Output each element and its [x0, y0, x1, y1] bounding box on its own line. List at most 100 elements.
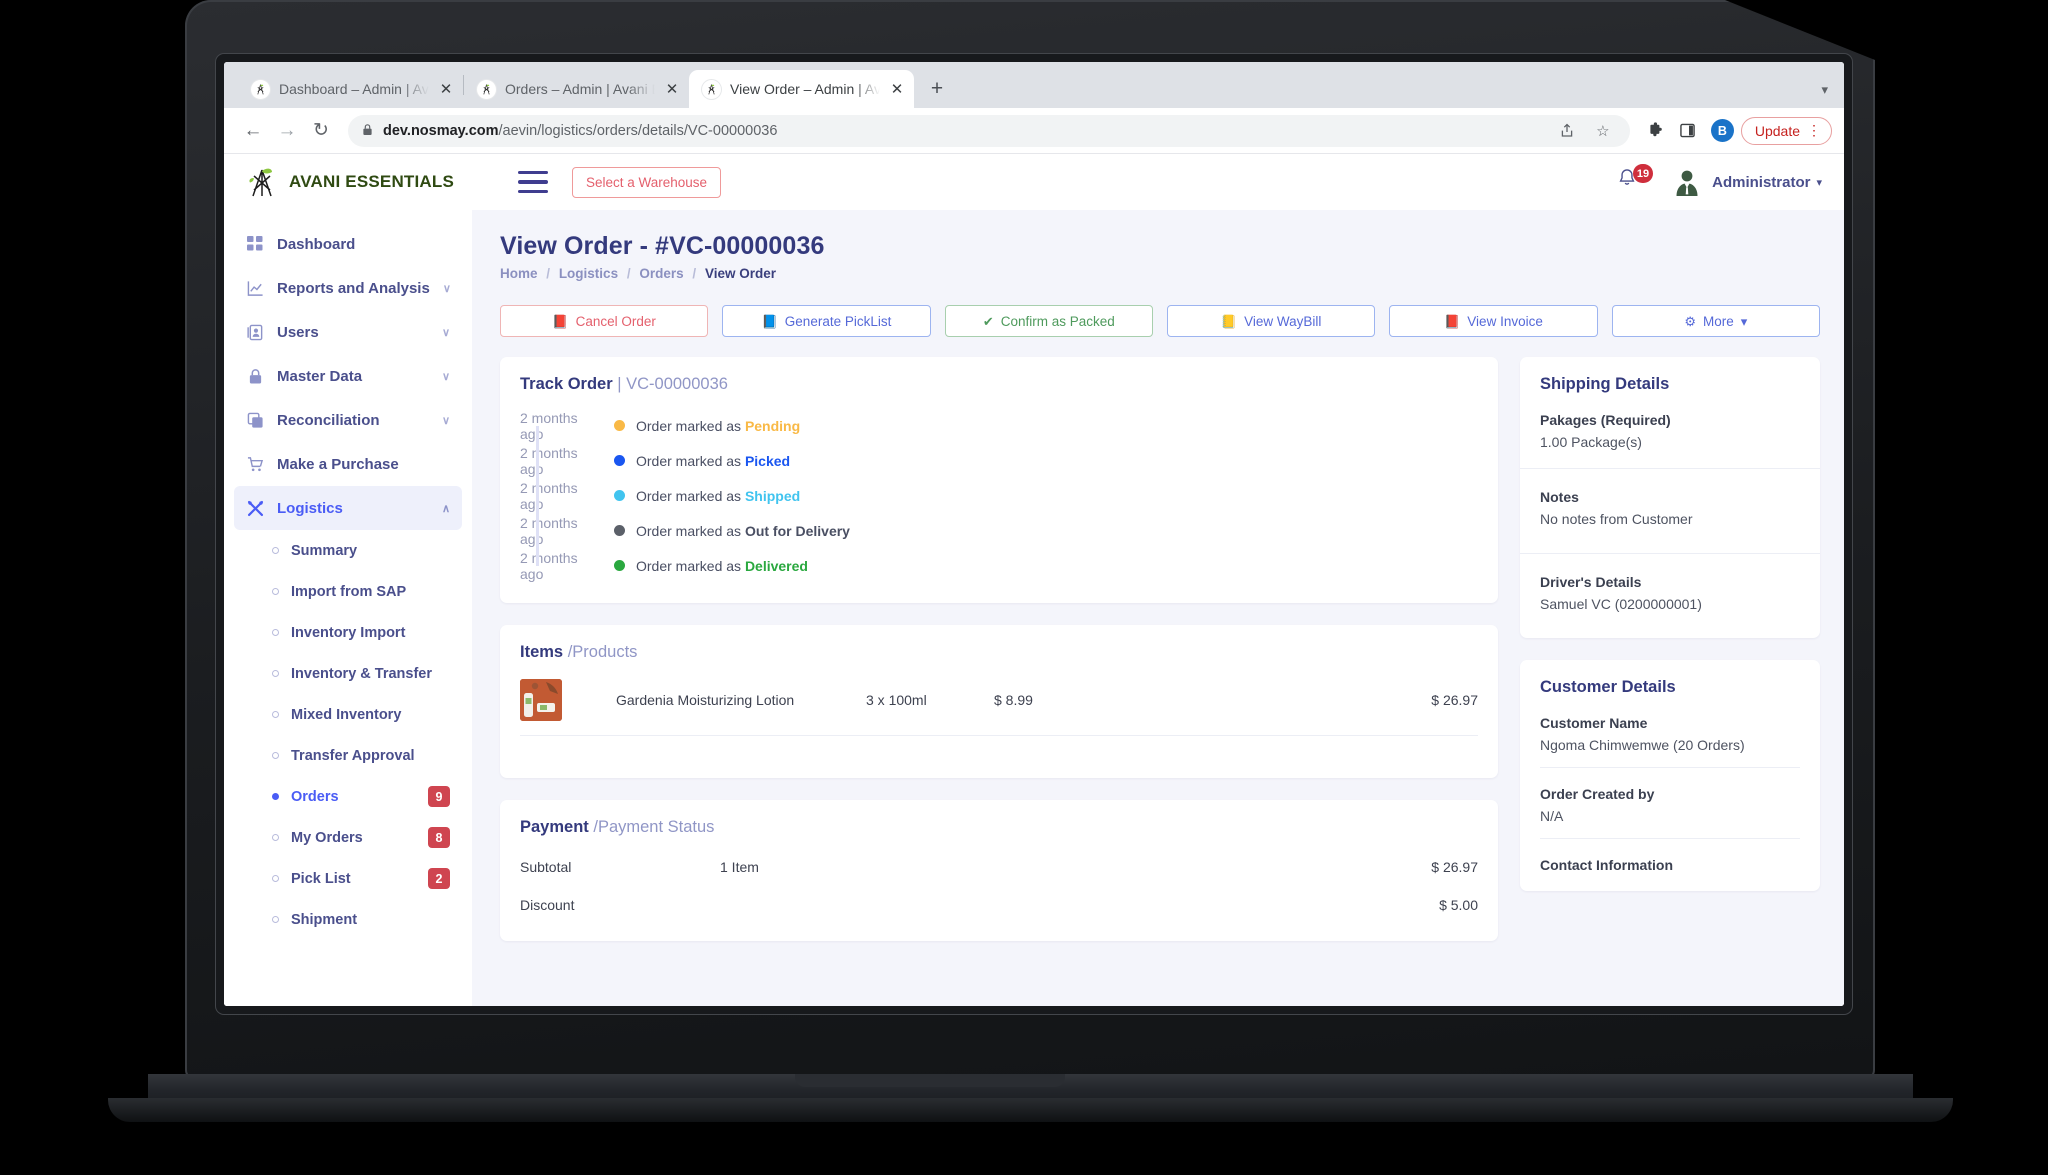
bell-icon	[1616, 169, 1638, 194]
event-prefix: Order marked as	[636, 417, 745, 434]
track-order-card: Track Order | VC-00000036 2 months ago	[500, 357, 1498, 603]
breadcrumb-separator: /	[692, 266, 697, 281]
app-header: AVANI ESSENTIALS Select a Warehouse 19	[224, 154, 1844, 210]
event-dot-cell	[602, 525, 636, 536]
sidebar-subitem-orders[interactable]: Orders 9	[224, 776, 472, 817]
tab-title: Orders – Admin | Avani Essenti	[505, 81, 655, 97]
confirm-as-packed-button[interactable]: ✔ Confirm as Packed	[944, 305, 1153, 337]
extensions-icon[interactable]	[1640, 115, 1672, 147]
sidebar-subitem-shipment[interactable]: Shipment	[224, 899, 472, 940]
breadcrumb-home[interactable]: Home	[500, 266, 538, 281]
check-icon: ✔	[982, 313, 994, 329]
forward-icon[interactable]: →	[277, 119, 297, 141]
event-time: 2 months ago	[520, 444, 578, 477]
hamburger-menu-icon[interactable]	[518, 171, 548, 193]
field-value: No notes from Customer	[1540, 511, 1693, 527]
sidebar-subitem-transfer-approval[interactable]: Transfer Approval	[224, 735, 472, 776]
status-dot-pending	[613, 420, 625, 431]
sidebar-subitem-summary[interactable]: Summary	[224, 530, 472, 571]
order-timeline: 2 months ago Order marked as Pending 2 m…	[520, 408, 1478, 583]
event-prefix: Order marked as	[636, 522, 745, 539]
bullet-icon	[272, 547, 279, 554]
close-icon[interactable]: ✕	[665, 80, 679, 98]
sidebar-subitem-label: Summary	[291, 542, 358, 559]
back-icon[interactable]: ←	[243, 119, 263, 141]
sidebar-subitem-import-from-sap[interactable]: Import from SAP	[224, 571, 472, 612]
sidebar-item-reports-and-analysis[interactable]: Reports and Analysis ∨	[234, 266, 462, 310]
sidebar-item-make-a-purchase[interactable]: Make a Purchase	[234, 442, 462, 486]
event-time: 2 months ago	[520, 479, 578, 512]
update-button[interactable]: Update ⋮	[1740, 116, 1832, 145]
address-bar[interactable]: dev.nosmay.com/aevin/logistics/orders/de…	[348, 114, 1630, 147]
sidebar-subitem-mixed-inventory[interactable]: Mixed Inventory	[224, 694, 472, 735]
cancel-order-button[interactable]: 📕 Cancel Order	[500, 305, 709, 337]
event-text: Order marked as Pending	[636, 418, 800, 434]
view-waybill-button[interactable]: 📒 View WayBill	[1166, 305, 1376, 337]
sidebar-subitem-label: Import from SAP	[291, 583, 407, 600]
field-key: Driver's Details	[1540, 574, 1642, 590]
sidebar-item-logistics[interactable]: Logistics ∧	[234, 486, 462, 530]
sidebar-item-label: Dashboard	[277, 235, 356, 253]
lock-icon	[246, 367, 264, 385]
browser-tab-view-order[interactable]: View Order – Admin | Avani Ess ✕	[689, 70, 914, 108]
lock-icon	[362, 123, 373, 139]
sidebar-subitem-pick-list[interactable]: Pick List 2	[224, 858, 472, 899]
browser-tab-dashboard[interactable]: Dashboard – Admin | Avani Ess ✕	[238, 70, 463, 108]
breadcrumb-orders[interactable]: Orders	[639, 266, 684, 281]
kebab-menu-icon[interactable]: ⋮	[1807, 122, 1821, 138]
status-dot-picked	[613, 455, 625, 466]
browser-window: Dashboard – Admin | Avani Ess ✕ Orders –…	[224, 62, 1844, 1006]
select-warehouse-button[interactable]: Select a Warehouse	[572, 166, 722, 198]
new-tab-button[interactable]: +	[930, 76, 944, 100]
sidebar-subitem-my-orders[interactable]: My Orders 8	[224, 817, 472, 858]
button-label: Cancel Order	[575, 313, 656, 329]
sidebar-item-reconciliation[interactable]: Reconciliation ∨	[234, 398, 462, 442]
sidebar-item-master-data[interactable]: Master Data ∨	[234, 354, 462, 398]
chevron-down-icon: ▾	[1740, 313, 1748, 329]
sidebar-subitem-label: Inventory & Transfer	[291, 665, 433, 682]
payment-title: Payment	[520, 818, 589, 836]
event-prefix: Order marked as	[636, 452, 745, 469]
field-key: Order Created by	[1540, 786, 1655, 802]
wrench-cross-icon	[246, 499, 264, 517]
table-row[interactable]: Gardenia Moisturizing Lotion 3 x 100ml $…	[520, 678, 1478, 736]
breadcrumb-logistics[interactable]: Logistics	[558, 266, 619, 281]
laptop-hinge-notch	[795, 1074, 1065, 1087]
sidebar-item-label: Reports and Analysis	[277, 279, 430, 297]
sidebar-subitem-inventory-and-transfer[interactable]: Inventory & Transfer	[224, 653, 472, 694]
invoice-icon: 📕	[1444, 313, 1461, 329]
chevron-down-icon[interactable]: ▾	[1821, 82, 1828, 97]
payment-row-subtotal: Subtotal 1 Item $ 26.97	[520, 851, 1478, 883]
sidebar: Dashboard Reports and Analysis ∨	[224, 210, 472, 1006]
browser-tab-orders[interactable]: Orders – Admin | Avani Essenti ✕	[464, 70, 689, 108]
more-button[interactable]: ⚙ More ▾	[1611, 305, 1820, 337]
side-panel-icon[interactable]	[1672, 115, 1704, 147]
sidebar-item-users[interactable]: Users ∨	[234, 310, 462, 354]
brand-name: AVANI ESSENTIALS	[289, 172, 455, 191]
event-dot-cell	[602, 490, 636, 501]
web-app: AVANI ESSENTIALS Select a Warehouse 19	[224, 154, 1844, 1006]
tab-title: View Order – Admin | Avani Ess	[730, 81, 880, 97]
reload-icon[interactable]: ↻	[313, 120, 329, 141]
notifications-button[interactable]: 19	[1616, 164, 1654, 197]
sidebar-subitem-inventory-import[interactable]: Inventory Import	[224, 612, 472, 653]
generate-picklist-button[interactable]: 📘 Generate PickList	[722, 305, 931, 337]
user-avatar[interactable]	[1672, 167, 1702, 197]
card-heading: Items /Products	[520, 643, 1478, 662]
status-badge: 2	[428, 868, 450, 889]
notification-badge: 19	[1632, 164, 1654, 183]
admin-name-label[interactable]: Administrator	[1712, 173, 1811, 191]
view-invoice-button[interactable]: 📕 View Invoice	[1389, 305, 1598, 337]
timeline-event: 2 months ago Order marked as Pending	[520, 408, 1478, 443]
cart-icon	[246, 455, 264, 473]
profile-avatar[interactable]: B	[1710, 119, 1734, 142]
chevron-down-icon[interactable]: ▾	[1816, 176, 1822, 189]
sidebar-item-dashboard[interactable]: Dashboard	[234, 222, 462, 266]
customer-details-title: Customer Details	[1540, 678, 1676, 696]
bookmark-star-icon[interactable]: ☆	[1596, 122, 1610, 140]
share-icon[interactable]	[1554, 118, 1580, 144]
close-icon[interactable]: ✕	[890, 80, 904, 98]
close-icon[interactable]: ✕	[439, 80, 453, 98]
brand-logo[interactable]: AVANI ESSENTIALS	[244, 166, 492, 198]
gear-icon: ⚙	[1684, 313, 1696, 329]
